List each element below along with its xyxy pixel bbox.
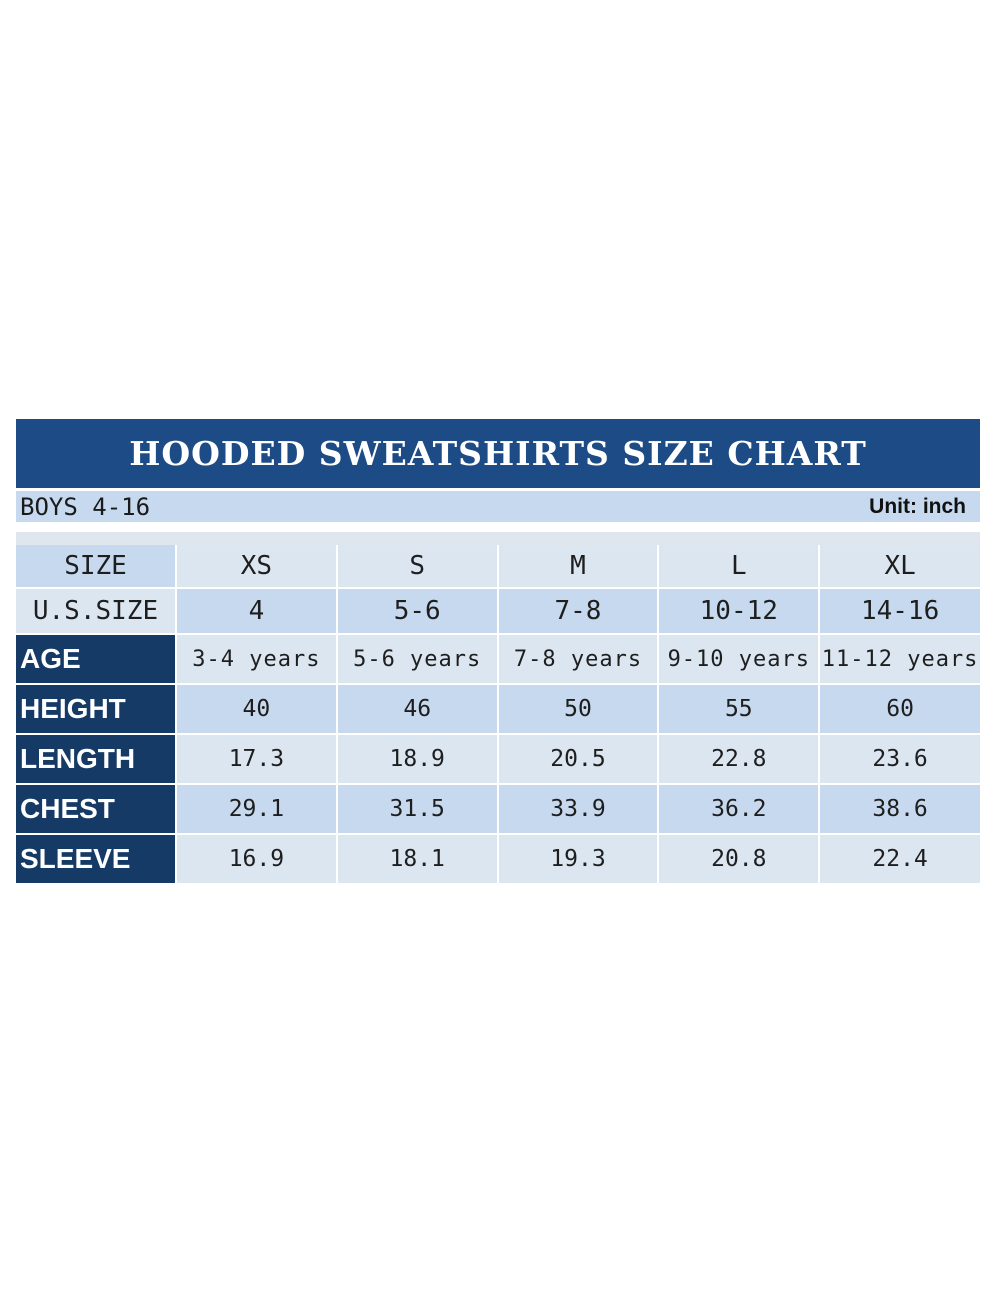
table-cell: 20.5 <box>496 734 659 785</box>
table-cell: 17.3 <box>175 734 337 785</box>
us-size-cell: 14-16 <box>818 588 980 635</box>
us-size-cell: 5-6 <box>335 588 498 635</box>
sleeve-row: SLEEVE 16.9 18.1 19.3 20.8 22.4 <box>16 834 980 885</box>
table-cell: 11-12 years <box>818 634 980 685</box>
table-cell: 5-6 years <box>335 634 498 685</box>
row-label: AGE <box>16 634 176 685</box>
table-cell: 18.1 <box>335 834 498 885</box>
row-label: CHEST <box>16 784 176 835</box>
divider-strip <box>16 532 980 545</box>
table-cell: 18.9 <box>335 734 498 785</box>
us-size-header: U.S.SIZE <box>16 588 176 635</box>
table-cell: 55 <box>657 684 820 735</box>
subtitle-bar: BOYS 4-16 Unit: inch <box>16 491 980 522</box>
chest-row: CHEST 29.1 31.5 33.9 36.2 38.6 <box>16 784 980 835</box>
row-label: HEIGHT <box>16 684 176 735</box>
table-cell: 40 <box>175 684 337 735</box>
table-cell: 33.9 <box>496 784 659 835</box>
row-label: SLEEVE <box>16 834 176 885</box>
table-cell: 9-10 years <box>657 634 820 685</box>
size-cell: XS <box>175 545 337 589</box>
table-cell: 29.1 <box>175 784 337 835</box>
us-size-row: U.S.SIZE 4 5-6 7-8 10-12 14-16 <box>16 588 980 635</box>
table-cell: 22.4 <box>818 834 980 885</box>
length-row: LENGTH 17.3 18.9 20.5 22.8 23.6 <box>16 734 980 785</box>
spacer <box>16 522 980 532</box>
size-table: SIZE XS S M L XL U.S.SIZE 4 5-6 7-8 10-1… <box>16 545 980 885</box>
age-row: AGE 3-4 years 5-6 years 7-8 years 9-10 y… <box>16 634 980 685</box>
size-cell: XL <box>818 545 980 589</box>
chart-title: HOODED SWEATSHIRTS SIZE CHART <box>16 419 980 488</box>
category-label: BOYS 4-16 <box>20 492 151 521</box>
us-size-cell: 7-8 <box>496 588 659 635</box>
table-cell: 50 <box>496 684 659 735</box>
table-cell: 20.8 <box>657 834 820 885</box>
size-cell: L <box>657 545 820 589</box>
us-size-cell: 4 <box>175 588 337 635</box>
table-cell: 23.6 <box>818 734 980 785</box>
height-row: HEIGHT 40 46 50 55 60 <box>16 684 980 735</box>
size-chart: HOODED SWEATSHIRTS SIZE CHART BOYS 4-16 … <box>16 419 980 885</box>
unit-label: Unit: inch <box>869 494 966 518</box>
table-cell: 31.5 <box>335 784 498 835</box>
size-row: SIZE XS S M L XL <box>16 545 980 589</box>
us-size-cell: 10-12 <box>657 588 820 635</box>
size-cell: S <box>335 545 498 589</box>
table-cell: 46 <box>335 684 498 735</box>
row-label: LENGTH <box>16 734 176 785</box>
table-cell: 3-4 years <box>175 634 337 685</box>
table-cell: 16.9 <box>175 834 337 885</box>
size-cell: M <box>496 545 659 589</box>
table-cell: 60 <box>818 684 980 735</box>
table-cell: 22.8 <box>657 734 820 785</box>
table-cell: 7-8 years <box>496 634 659 685</box>
table-cell: 38.6 <box>818 784 980 835</box>
table-cell: 36.2 <box>657 784 820 835</box>
size-header: SIZE <box>16 545 176 589</box>
table-cell: 19.3 <box>496 834 659 885</box>
